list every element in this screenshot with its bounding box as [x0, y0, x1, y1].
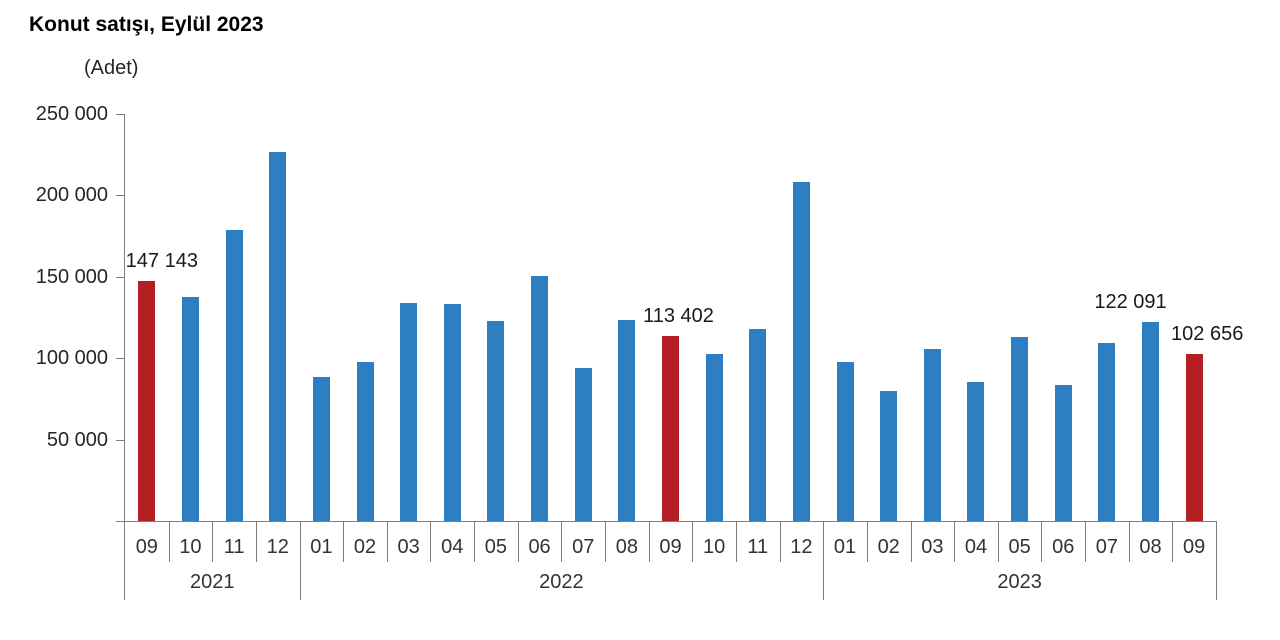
bar-value-label: 113 402 [643, 305, 714, 328]
year-separator [823, 521, 825, 600]
bar-2021-09 [138, 281, 156, 521]
y-axis-tick [116, 439, 124, 441]
bar-value-label: 147 143 [125, 250, 198, 273]
month-separator [255, 521, 257, 562]
y-tick-label: 50 000 [46, 428, 108, 451]
bar-2022-10 [705, 353, 723, 521]
month-label-2022-11: 11 [747, 536, 769, 558]
month-separator [517, 521, 519, 562]
month-separator [561, 521, 563, 562]
month-separator [997, 521, 999, 562]
month-label-2023-09: 09 [1183, 536, 1206, 558]
month-label-2022-02: 02 [353, 536, 377, 558]
bar-2023-02 [880, 390, 898, 521]
month-separator [866, 521, 868, 562]
month-separator [212, 521, 214, 562]
y-axis-tick [116, 358, 124, 360]
month-separator [779, 521, 781, 562]
month-separator [1041, 521, 1043, 562]
bar-2022-02 [356, 362, 374, 521]
y-axis-tick [116, 114, 124, 115]
bar-2023-01 [836, 361, 854, 521]
y-axis-tick [116, 195, 124, 197]
bar-2022-09 [662, 336, 679, 521]
bar-2022-11 [749, 329, 767, 521]
y-axis-tick [116, 276, 124, 278]
month-label-2021-12: 12 [266, 536, 289, 558]
month-separator [735, 521, 737, 562]
bar-2022-05 [487, 321, 505, 521]
bar-2021-11 [225, 229, 243, 521]
y-axis-tick [116, 521, 124, 522]
y-tick-label: 250 000 [35, 103, 108, 125]
month-separator [1128, 521, 1130, 562]
month-label-2023-02: 02 [877, 536, 900, 558]
bar-2022-01 [312, 377, 330, 521]
bar-2023-07 [1098, 342, 1116, 521]
year-label-2022: 2022 [539, 571, 584, 593]
month-label-2022-04: 04 [441, 536, 464, 558]
year-label-2023: 2023 [997, 571, 1042, 593]
bar-2022-08 [618, 319, 636, 521]
month-separator [386, 521, 388, 562]
bar-2021-12 [269, 152, 287, 521]
month-label-2022-03: 03 [397, 536, 420, 558]
month-label-2022-06: 06 [528, 536, 551, 558]
month-label-2023-07: 07 [1095, 536, 1119, 558]
bar-2023-06 [1054, 384, 1072, 521]
x-axis-line [125, 521, 1216, 522]
month-separator [1085, 521, 1087, 562]
month-label-2022-07: 07 [572, 536, 595, 558]
month-separator [692, 521, 694, 562]
bar-2023-04 [967, 381, 985, 521]
bar-2022-04 [443, 304, 461, 521]
month-separator [605, 521, 607, 562]
bar-2023-05 [1011, 336, 1029, 521]
month-label-2022-10: 10 [703, 536, 726, 558]
bar-2023-09 [1185, 353, 1203, 521]
bar-2022-07 [574, 368, 592, 521]
bar-2022-12 [792, 182, 810, 521]
month-separator [954, 521, 956, 562]
month-label-2021-09: 09 [135, 536, 158, 558]
month-label-2021-10: 10 [179, 536, 202, 558]
bar-value-label: 122 091 [1094, 291, 1167, 314]
unit-label: (Adet) [84, 57, 139, 79]
month-separator [910, 521, 912, 562]
month-separator [343, 521, 345, 562]
y-tick-label: 200 000 [35, 184, 108, 207]
chart-title: Konut satışı, Eylül 2023 [29, 13, 264, 36]
month-separator [168, 521, 170, 562]
month-label-2022-12: 12 [790, 536, 813, 558]
bar-2022-03 [400, 302, 418, 521]
bar-2021-10 [181, 297, 199, 521]
month-label-2023-05: 05 [1008, 536, 1031, 558]
month-separator [474, 521, 476, 562]
month-label-2023-04: 04 [964, 536, 988, 558]
bar-2022-06 [531, 275, 549, 521]
month-separator [648, 521, 650, 562]
y-tick-label: 150 000 [35, 265, 108, 288]
month-label-2022-01: 01 [310, 536, 333, 558]
month-label-2023-03: 03 [921, 536, 944, 558]
month-label-2023-08: 08 [1139, 536, 1162, 558]
month-label-2023-01: 01 [833, 536, 857, 558]
bar-value-label: 102 656 [1171, 322, 1244, 345]
bar-2023-08 [1142, 322, 1160, 521]
month-label-2021-11: 11 [223, 536, 245, 558]
month-label-2022-05: 05 [484, 536, 508, 558]
year-label-2021: 2021 [190, 571, 235, 593]
month-separator [1172, 521, 1174, 562]
y-axis-line [124, 114, 125, 600]
y-tick-label: 100 000 [35, 347, 108, 370]
year-separator [1216, 521, 1217, 600]
month-label-2022-09: 09 [659, 536, 682, 558]
month-separator [430, 521, 432, 562]
bar-2023-03 [923, 349, 941, 521]
month-label-2023-06: 06 [1052, 536, 1075, 558]
month-label-2022-08: 08 [615, 536, 638, 558]
year-separator [299, 521, 301, 600]
